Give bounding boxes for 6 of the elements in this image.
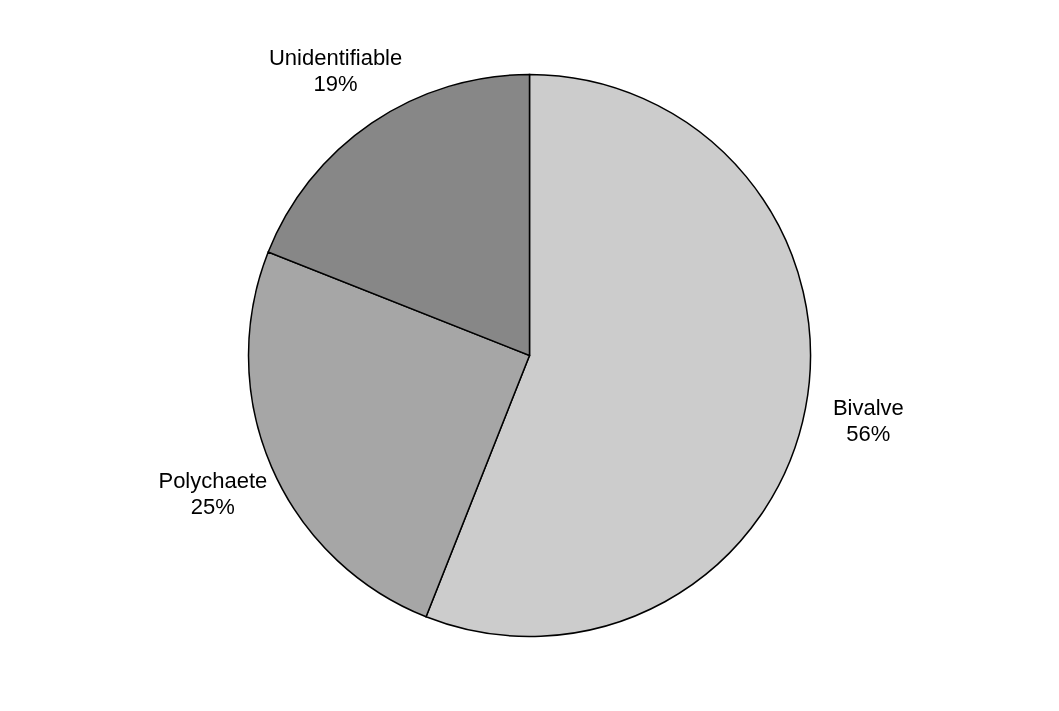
data-label: 56% — [846, 421, 891, 447]
slice-label: Polychaete — [158, 467, 268, 493]
data-label: 25% — [190, 493, 235, 519]
slice-label: Bivalve — [832, 395, 904, 421]
data-label: 19% — [313, 71, 358, 97]
slice-label: Unidentifiable — [268, 45, 403, 71]
